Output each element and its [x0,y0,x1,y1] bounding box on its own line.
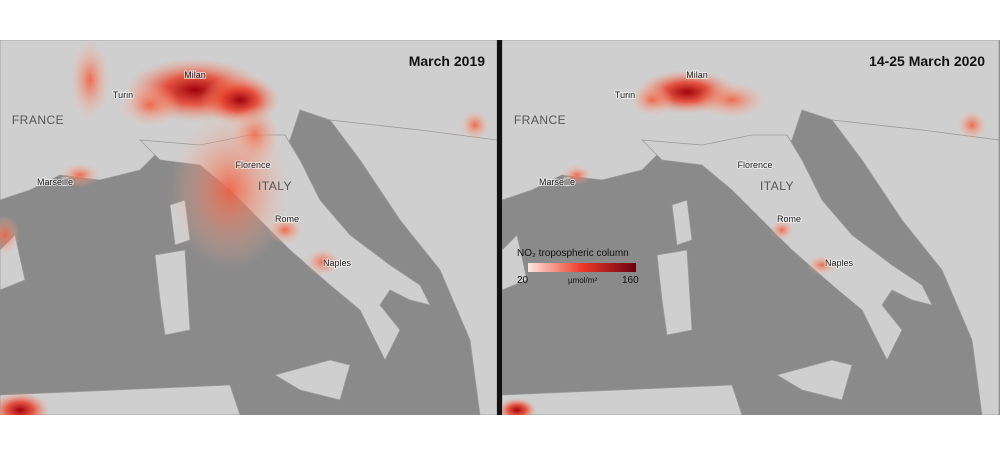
legend-min: 20 [517,275,529,286]
land [0,384,241,415]
land [656,249,693,336]
country-label: ITALY [760,179,794,193]
city-label: Marseille [539,177,575,187]
no2-plume [697,82,767,118]
country-label: FRANCE [12,113,64,127]
city-label: Rome [275,214,299,224]
city-label: Turin [615,90,635,100]
no2-plume [770,220,794,240]
city-label: Florence [235,160,270,170]
legend-scale [528,263,636,272]
no2-plume [957,110,987,140]
no2-plume [630,84,674,116]
city-label: Milan [686,70,708,80]
no2-plume [502,398,537,415]
city-label: Rome [777,214,801,224]
no2-plume [0,392,50,415]
land [640,134,933,361]
land [502,384,743,415]
no2-plume [120,83,180,127]
no2-plume [562,165,592,185]
panel-title: March 2019 [409,53,485,69]
no2-plume [170,110,290,270]
city-label: Milan [184,70,206,80]
city-label: Marseille [37,177,73,187]
city-label: Turin [113,90,133,100]
legend-title: NO₂ tropospheric column [517,248,629,259]
panel-title: 14-25 March 2020 [869,53,985,69]
no2-plume [60,163,100,187]
no2-plume [305,248,341,276]
no2-plume [807,255,837,275]
country-label: FRANCE [514,113,566,127]
land [775,359,853,401]
city-label: Florence [737,160,772,170]
legend-unit: µmol/m² [568,276,597,285]
land [329,119,497,415]
city-label: Naples [825,258,854,268]
land [831,119,1000,415]
country-label: ITALY [258,179,292,193]
land [671,199,693,246]
divider [497,40,502,415]
legend-max: 160 [622,275,639,286]
no2-plume [460,110,490,140]
land [502,234,528,291]
no2-plume [0,215,20,255]
city-label: Naples [323,258,352,268]
map-panel: 14-25 March 2020 Milan Turin FRANCE Marseill… [502,40,1000,415]
map-panel: March 2019 Milan Turin FRANCE Marseille Flore… [0,40,497,415]
legend: NO₂ tropospheric column 20 µmol/m² 160 [517,248,639,286]
no2-plume [70,40,110,120]
land [273,359,351,401]
land [154,249,191,336]
